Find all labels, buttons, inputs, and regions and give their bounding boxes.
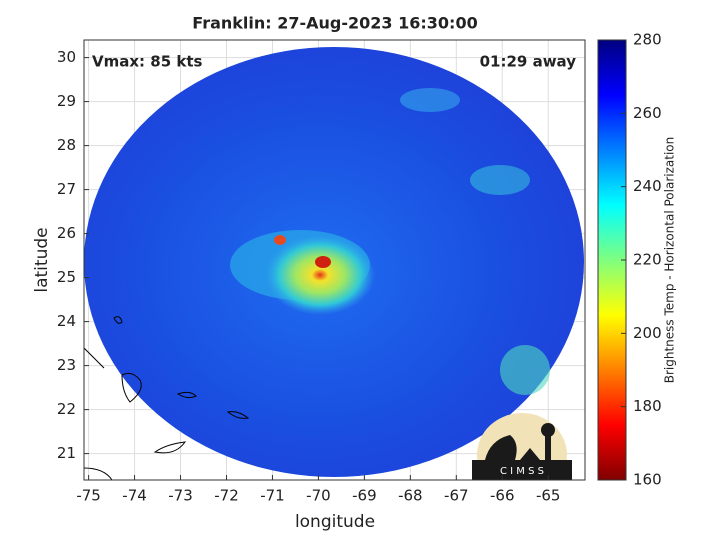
- x-tick-label: -74: [122, 487, 147, 505]
- colorbar-tick-label: 200: [633, 324, 662, 342]
- x-tick-label: -69: [352, 487, 377, 505]
- band: [500, 345, 550, 395]
- chart-title: Franklin: 27-Aug-2023 16:30:00: [192, 14, 477, 33]
- y-tick-label: 27: [57, 180, 76, 198]
- x-tick-label: -70: [306, 487, 331, 505]
- x-tick-label: -67: [444, 487, 469, 505]
- plot-frame: [83, 39, 586, 481]
- x-tick-label: -65: [536, 487, 561, 505]
- y-tick-label: 28: [57, 136, 76, 154]
- annotation: Vmax: 85 kts: [92, 53, 202, 71]
- colorbar-tick-label: 260: [633, 104, 662, 122]
- logo-text: C I M S S: [500, 466, 544, 477]
- coastline: [84, 316, 250, 480]
- image: C I M S S: [84, 47, 584, 480]
- x-tick-label: -71: [260, 487, 285, 505]
- cell: [274, 235, 286, 245]
- eyewall: [315, 256, 331, 268]
- colorbar-tick-label: 280: [633, 31, 662, 49]
- y-tick-label: 22: [57, 400, 76, 418]
- colorbar-tick-label: 160: [633, 471, 662, 489]
- colorbar-tick-label: 240: [633, 177, 662, 195]
- core: [265, 235, 375, 315]
- band: [400, 88, 460, 112]
- x-tick-label: -75: [76, 487, 101, 505]
- band: [470, 165, 530, 195]
- colorbar-label: Brightness Temp - Horizontal Polarizatio…: [663, 137, 677, 384]
- y-tick-label: 25: [57, 268, 76, 286]
- x-tick-label: -66: [490, 487, 515, 505]
- x-tick-label: -72: [214, 487, 239, 505]
- y-tick-label: 24: [57, 312, 76, 330]
- colorbar-tick-label: 180: [633, 397, 662, 415]
- y-axis-label: latitude: [32, 227, 52, 292]
- x-tick-label: -73: [168, 487, 193, 505]
- y-tick-label: 26: [57, 224, 76, 242]
- y-tick-label: 30: [57, 48, 76, 66]
- colorbar-tick-label: 220: [633, 251, 662, 269]
- annotation: 01:29 away: [480, 53, 577, 71]
- y-tick-label: 21: [57, 444, 76, 462]
- logo: C I M S S: [472, 413, 572, 480]
- y-tick-label: 23: [57, 356, 76, 374]
- x-tick-label: -68: [398, 487, 423, 505]
- y-tick-label: 29: [57, 92, 76, 110]
- x-axis-label: longitude: [295, 512, 375, 532]
